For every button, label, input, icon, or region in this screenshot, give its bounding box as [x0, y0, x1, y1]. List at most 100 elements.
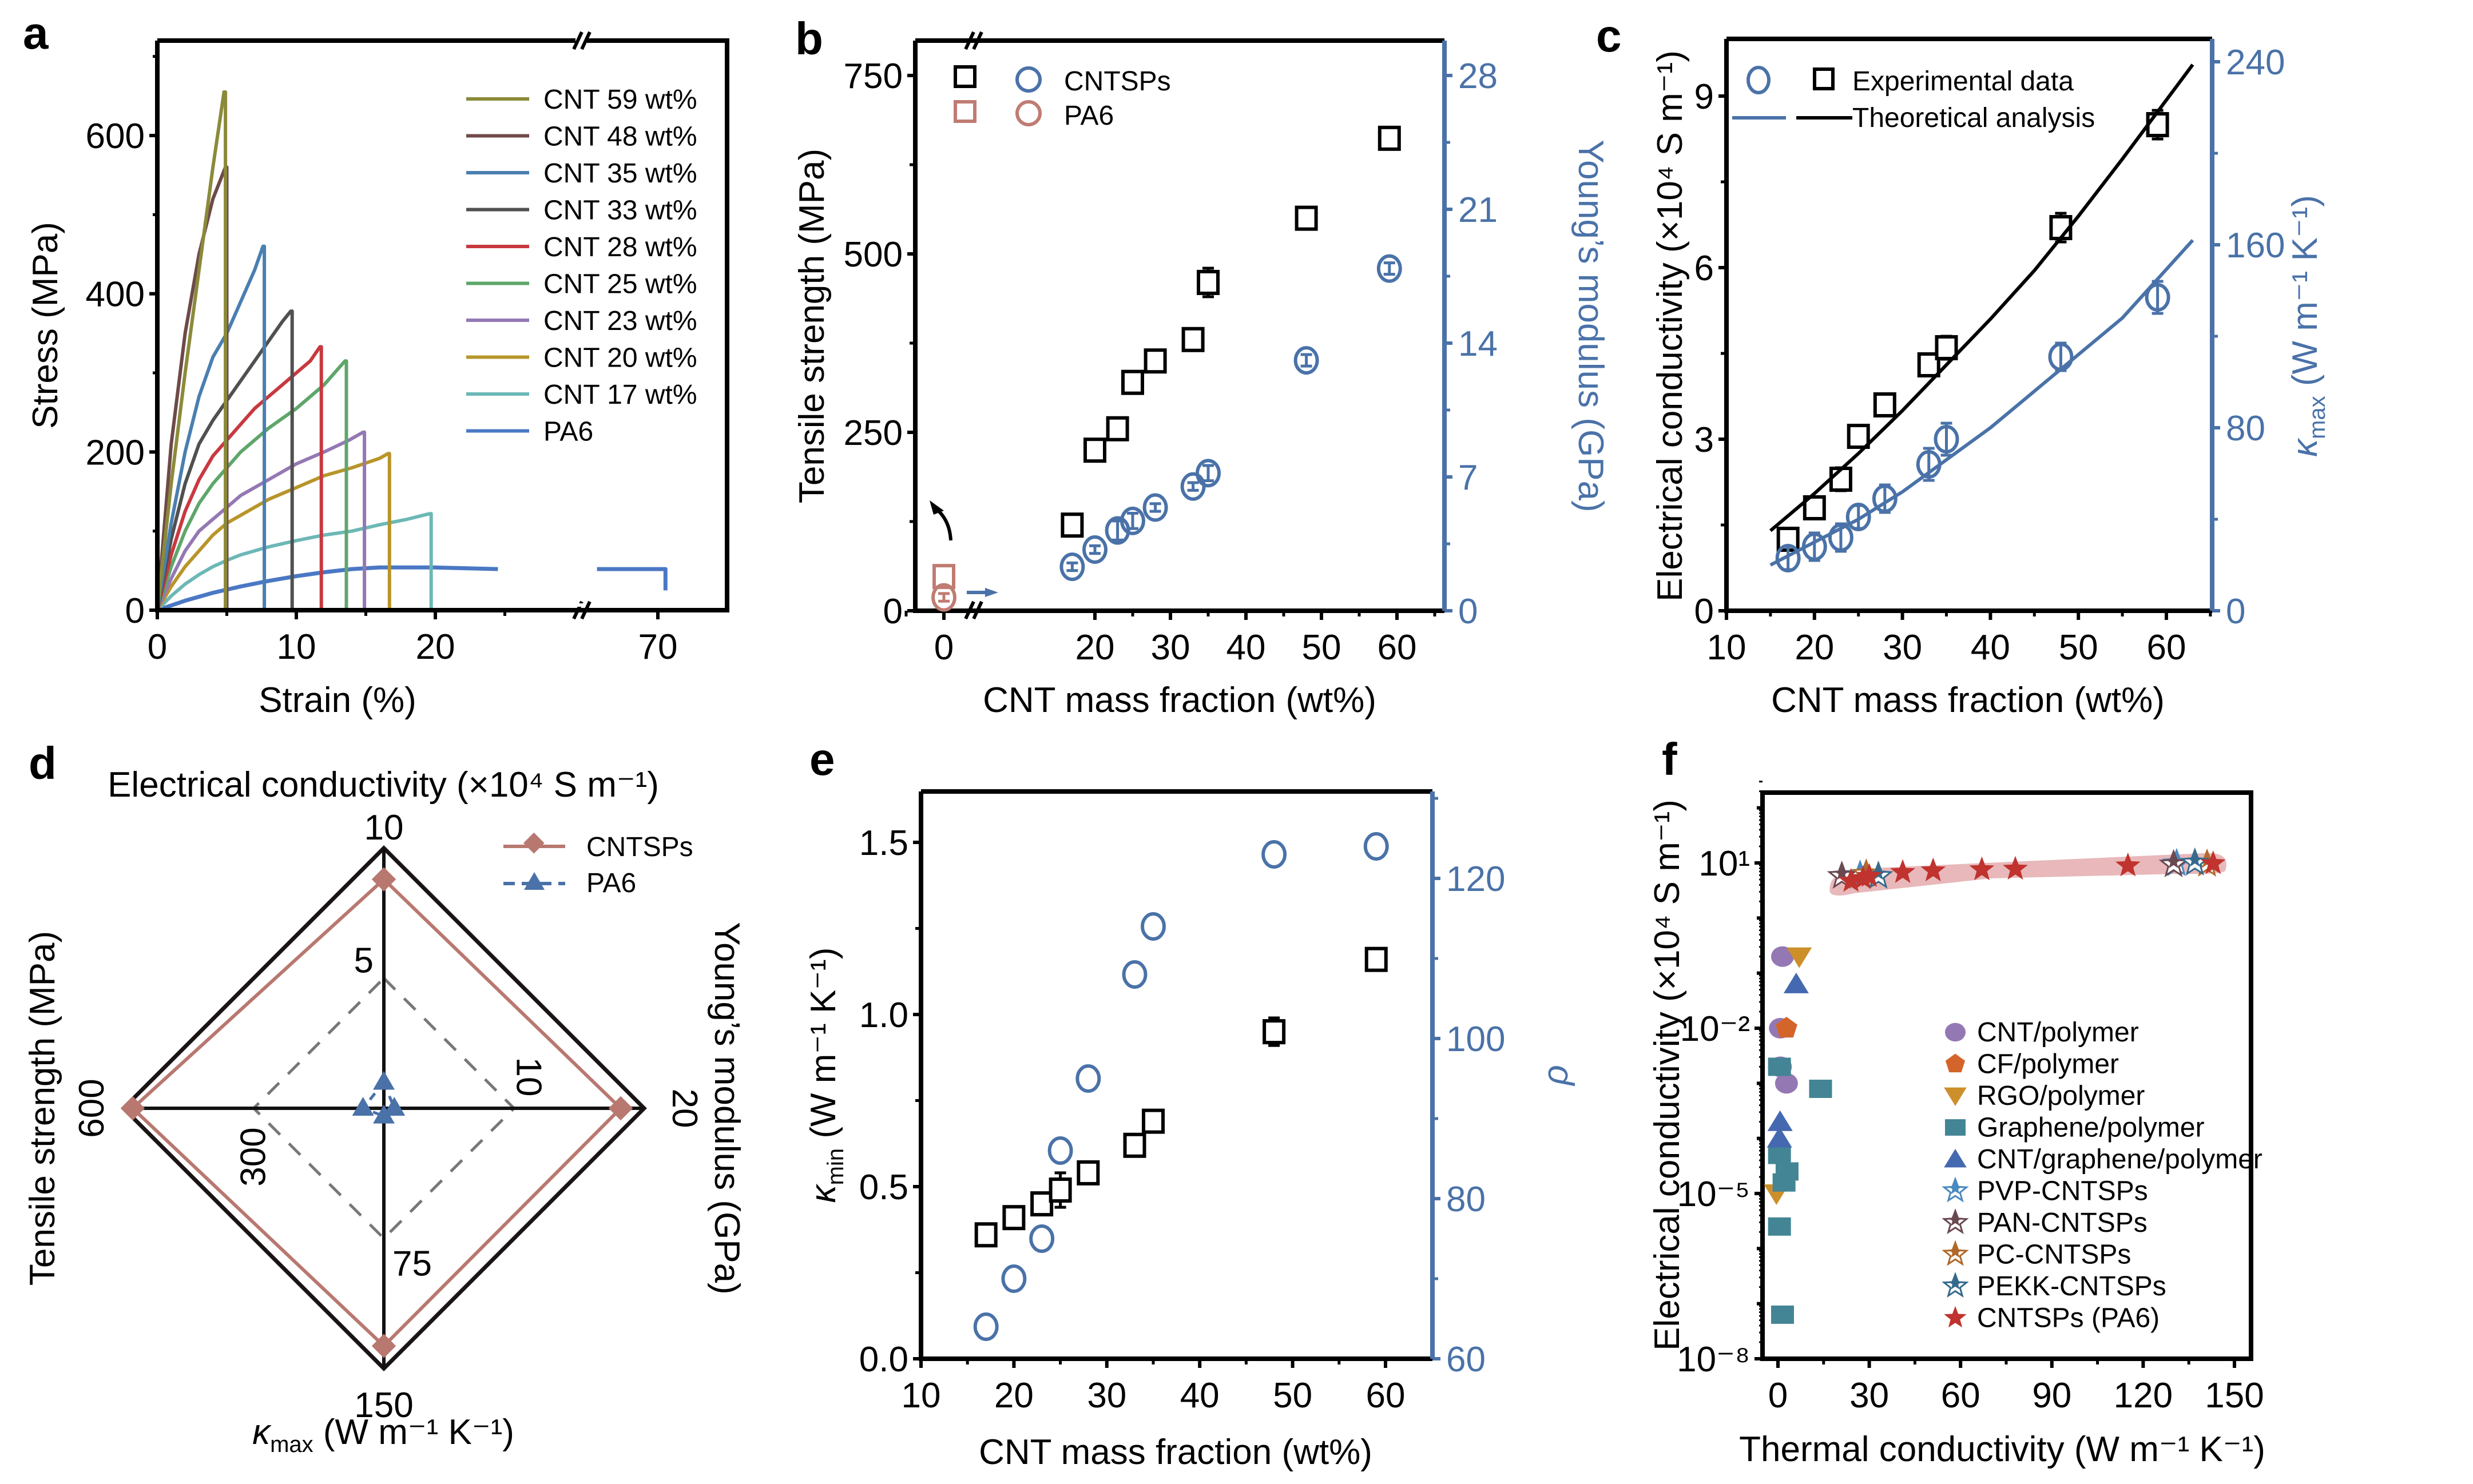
radar-point-triangle — [373, 1071, 395, 1090]
marker-star-half — [2187, 852, 2203, 867]
stress-strain-curve — [156, 452, 391, 611]
x-tick-label: 40 — [1971, 628, 2010, 667]
legend-c: Experimental data Theoretical analysis — [1732, 66, 2095, 133]
data-point-square — [1083, 437, 1106, 463]
x-axis-label-e: CNT mass fraction (wt%) — [979, 1433, 1372, 1472]
panel-label-a: a — [23, 7, 49, 58]
y-tick-label: 3 — [1694, 420, 1714, 460]
radar-tick-right-max: 20 — [665, 1089, 704, 1128]
x-tick-label: 0 — [1768, 1376, 1788, 1415]
panel-f: f 10⁻⁸ 10⁻⁵ 10⁻² 10¹ 0 30 60 90 120 150 CNT/polym… — [1648, 734, 2265, 1469]
legend-a: CNT 59 wt% CNT 48 wt% CNT 35 wt% CNT 33 wt%… — [466, 85, 697, 447]
stress-strain-curve — [156, 345, 323, 611]
marker-star-half — [1834, 865, 1849, 880]
data-point-square — [1077, 1160, 1100, 1185]
legend-label: PVP-CNTSPs — [1977, 1176, 2148, 1207]
theory-curve — [1769, 238, 2194, 567]
panel-label-b: b — [795, 13, 823, 64]
error-bar — [1300, 353, 1312, 368]
y-tick-label: 0.0 — [859, 1340, 908, 1379]
data-point-square — [1061, 512, 1084, 538]
radar-point-diamond — [371, 867, 396, 892]
legend-label: CNT 28 wt% — [543, 232, 697, 262]
data-point-circle — [973, 1312, 999, 1341]
legend-label: RGO/polymer — [1977, 1081, 2145, 1111]
error-bar — [1923, 447, 1935, 482]
x-tick-label: 120 — [2114, 1376, 2173, 1415]
kappa-subscript: max — [2305, 396, 2330, 439]
x-tick-label: 60 — [1366, 1376, 1406, 1415]
error-bar — [1089, 544, 1101, 555]
data-point-circle — [931, 583, 956, 612]
legend-label: CNT/polymer — [1977, 1017, 2139, 1048]
data-point-square — [1935, 335, 1958, 360]
kappa-symbol: κ — [2285, 437, 2325, 457]
x-tick-label: 60 — [1378, 628, 1417, 667]
arrowhead-right — [985, 588, 998, 597]
y-tick-label: 6 — [1694, 249, 1714, 288]
marker-star-half — [1859, 863, 1874, 878]
y-tick-label: 0 — [883, 592, 903, 631]
marker-star-half — [1948, 1212, 1962, 1226]
radar-point-diamond — [608, 1096, 633, 1121]
error-bar — [1187, 481, 1199, 492]
x-tick-label: 20 — [994, 1376, 1034, 1415]
data-point-circle — [1142, 493, 1168, 522]
x-tick-label: 70 — [638, 627, 678, 667]
x-tick-label: 150 — [2205, 1376, 2264, 1415]
radar-axis-top-label: Electrical conductivity (×10⁴ S m⁻¹) — [108, 765, 659, 805]
legend-circle-exp — [1746, 66, 1771, 94]
data-point-circle — [1047, 1136, 1073, 1165]
legend-label-pa6-d: PA6 — [586, 868, 636, 898]
legend-label: CF/polymer — [1977, 1049, 2119, 1080]
data-point-square — [974, 1222, 998, 1248]
data-point-square — [1002, 1205, 1026, 1231]
legend-label-cntsps: CNTSPs — [1064, 66, 1171, 97]
legend-circle-cntsps — [1015, 66, 1042, 93]
axes-frame-f — [1760, 790, 2253, 1361]
y2-axis-label-c: κmax (W m⁻¹ K⁻¹) — [2285, 195, 2330, 457]
error-bar — [1149, 502, 1161, 513]
marker-star — [2003, 856, 2028, 880]
legend-square-exp — [1813, 67, 1835, 90]
marker-star-half — [2166, 853, 2181, 869]
x-axis-label-b: CNT mass fraction (wt%) — [983, 681, 1376, 720]
x-axis-label-a: Strain (%) — [259, 681, 416, 720]
x-tick-label: 0 — [148, 627, 167, 667]
data-point-circle — [1775, 544, 1801, 572]
data-point-circle — [1196, 459, 1221, 488]
stress-strain-curve — [156, 430, 367, 611]
marker-triangle — [1767, 1127, 1792, 1148]
data-point-square — [1917, 352, 1940, 377]
axis-ticks-e: 0.0 0.5 1.0 1.5 60 80 100 120 10 20 30 40 50 60 — [859, 797, 1505, 1415]
radar-point-triangle — [383, 1097, 406, 1116]
legend-label: CNT/graphene/polymer — [1977, 1144, 2262, 1175]
y-tick-label: 240 — [2226, 43, 2285, 82]
radar-tick-right-mid: 10 — [509, 1057, 549, 1097]
kappa-subscript: min — [823, 1148, 848, 1185]
legend-label-cntsps-d: CNTSPs — [586, 832, 693, 862]
legend-label: Graphene/polymer — [1977, 1113, 2205, 1143]
y-tick-label: 0 — [1458, 592, 1478, 631]
marker-triangle — [1783, 972, 1809, 993]
y-axis-label-a: Stress (MPa) — [26, 222, 65, 429]
radar-mid-gridline — [251, 976, 517, 1241]
legend-square-cntsps — [954, 65, 977, 88]
y2-axis-label-b: Young’s modulus (GPa) — [1571, 140, 1610, 512]
error-bar — [1808, 531, 1820, 562]
error-bar — [1127, 512, 1138, 530]
data-point-circle — [1261, 840, 1287, 869]
theory-curve — [1769, 63, 2194, 532]
legend-d: CNTSPs PA6 — [503, 832, 693, 898]
marker-square — [1772, 1173, 1796, 1192]
axis-break-top — [572, 31, 592, 50]
marker-triangle-down — [1787, 947, 1812, 968]
radar-axis-right-label: Young’s modulus (GPa) — [707, 922, 747, 1294]
panel-b: b 0 250 500 750 0 7 14 21 28 0 20 30 40 50 60 CNT mass… — [792, 13, 1610, 720]
stress-strain-curves — [156, 90, 668, 612]
data-point-square — [1197, 269, 1220, 295]
x-tick-label: 10 — [277, 627, 316, 667]
data-points-e — [973, 832, 1389, 1341]
data-point-circle — [1105, 516, 1130, 545]
x-tick-label: 50 — [1273, 1376, 1312, 1415]
